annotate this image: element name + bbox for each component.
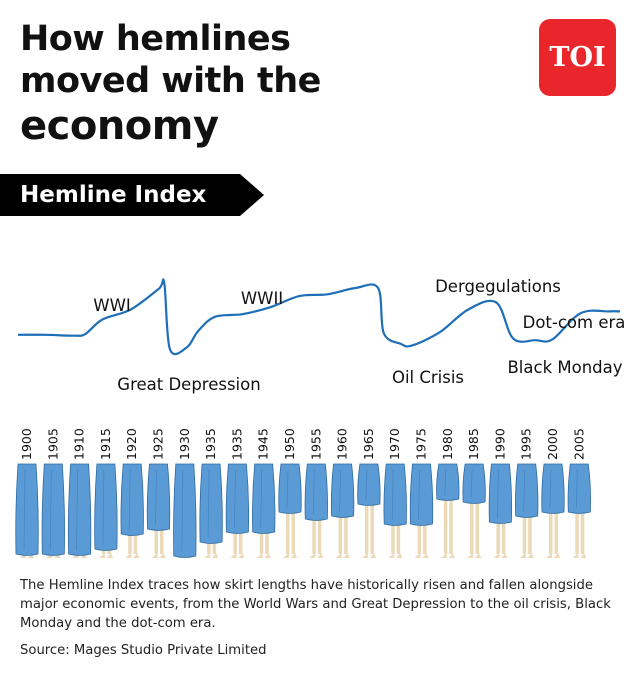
year-label: 1900 — [19, 428, 34, 460]
annotation-label: Dot-com era — [523, 313, 626, 332]
year-label: 1965 — [361, 428, 376, 460]
year-label: 1955 — [308, 428, 323, 460]
skirt-figure — [146, 463, 171, 558]
skirt-figure — [409, 463, 434, 558]
year-label: 1905 — [45, 428, 60, 460]
skirt-figure — [120, 463, 144, 558]
year-label: 1960 — [335, 428, 350, 460]
skirt-figure — [225, 463, 250, 558]
year-label: 1925 — [151, 428, 166, 460]
skirt-figure — [199, 463, 223, 558]
year-label: 1935 — [203, 428, 218, 460]
description-text: The Hemline Index traces how skirt lengt… — [20, 578, 611, 631]
year-label: 1990 — [492, 428, 507, 460]
skirt-figure — [278, 463, 302, 558]
skirt-figure — [436, 463, 460, 558]
skirt-figure — [541, 463, 565, 558]
year-label: 1970 — [387, 428, 402, 460]
skirt-figure — [567, 463, 591, 558]
year-label: 2000 — [545, 428, 560, 460]
year-label: 1980 — [440, 428, 455, 460]
skirt-figure — [252, 463, 276, 558]
annotation-label: Dergegulations — [435, 277, 561, 296]
year-label: 1920 — [124, 428, 139, 460]
year-label: 1985 — [466, 428, 481, 460]
year-label: 1995 — [519, 428, 534, 460]
toi-logo: TOI — [539, 19, 616, 96]
year-label: 2005 — [571, 428, 586, 460]
year-label: 1915 — [98, 428, 113, 460]
skirt-figure — [357, 463, 381, 558]
section-banner-label: Hemline Index — [20, 182, 207, 208]
title-line-2: moved with the — [20, 61, 321, 101]
hemline-series-line — [17, 278, 621, 356]
year-label: 1935 — [229, 428, 244, 460]
skirt-figure — [488, 463, 513, 558]
skirt-figure — [41, 463, 65, 558]
skirt-figure — [94, 463, 118, 558]
skirt-figure — [383, 463, 407, 558]
year-label: 1975 — [414, 428, 429, 460]
annotation-label: Black Monday — [507, 358, 622, 377]
page-title: How hemlines moved with the economy — [20, 18, 321, 150]
skirt-figure — [515, 463, 539, 558]
year-label: 1945 — [256, 428, 271, 460]
skirt-figure — [67, 463, 92, 558]
title-line-1: How hemlines — [20, 19, 291, 59]
skirt-figure — [330, 463, 355, 558]
annotation-label: WWII — [241, 289, 283, 308]
annotation-label: Oil Crisis — [392, 368, 464, 387]
source-text: Source: Mages Studio Private Limited — [20, 643, 267, 658]
year-label: 1930 — [177, 428, 192, 460]
skirt-figure — [15, 463, 39, 558]
section-banner-arrow-icon — [240, 174, 264, 216]
skirt-figure — [462, 463, 486, 558]
hemline-chart: WWI Great Depression WWII Oil Crisis Dergegu… — [17, 277, 626, 394]
hemline-figures: 1900 1905 1910 1915 1920 1925 1930 1935 1935 1945… — [15, 428, 591, 558]
title-line-3: economy — [20, 103, 219, 149]
annotation-label: Great Depression — [117, 375, 260, 394]
section-banner — [0, 174, 240, 216]
skirt-figure — [304, 463, 328, 558]
skirt-figure — [173, 463, 197, 558]
annotation-label: WWI — [93, 296, 131, 315]
year-label: 1950 — [282, 428, 297, 460]
year-label: 1910 — [72, 428, 87, 460]
